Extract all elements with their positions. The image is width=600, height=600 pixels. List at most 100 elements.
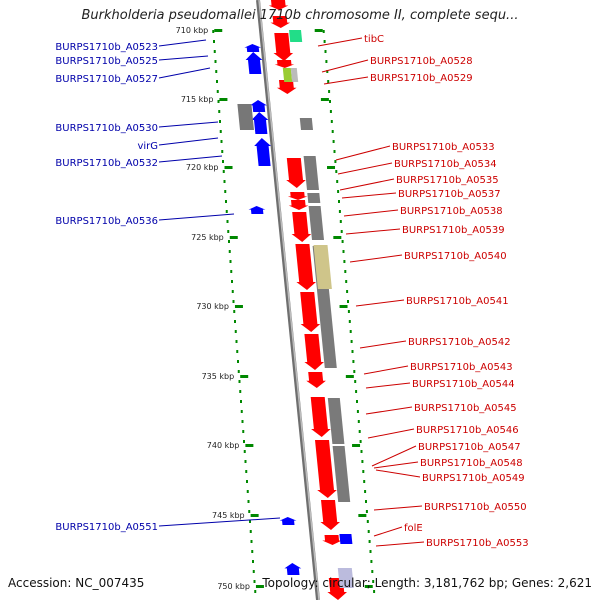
gene-label-right[interactable]: BURPS1710b_A0537 (398, 189, 501, 200)
scale-dot (254, 590, 257, 593)
label-leader-line (158, 155, 223, 163)
gene-label-right[interactable]: BURPS1710b_A0538 (400, 206, 503, 217)
scale-dot (231, 280, 233, 283)
gene-label-right[interactable]: BURPS1710b_A0533 (392, 142, 495, 153)
gene-label-left[interactable]: BURPS1710b_A0525 (55, 56, 158, 67)
scale-dot (218, 110, 221, 113)
scale-dot (226, 220, 229, 223)
gene-label-left[interactable]: BURPS1710b_A0527 (55, 74, 158, 85)
scale-dot (231, 290, 234, 293)
scale-dot (233, 310, 236, 313)
scale-dot (350, 340, 353, 343)
gene-label-right[interactable]: BURPS1710b_A0539 (402, 225, 505, 236)
scale-dot (363, 480, 366, 483)
gene-label-right[interactable]: BURPS1710b_A0546 (416, 425, 519, 436)
scale-dot (242, 430, 245, 433)
label-leader-line (343, 209, 399, 217)
forward-gene-arrow (320, 500, 340, 530)
forward-gene-arrow (300, 292, 321, 332)
scale-dot (353, 370, 356, 373)
scale-dot (214, 60, 217, 63)
gene-label-right[interactable]: BURPS1710b_A0553 (426, 538, 529, 549)
gene-label-right[interactable]: BURPS1710b_A0547 (418, 442, 521, 453)
scale-dot (366, 520, 369, 523)
scale-tick-label: 750 kbp (217, 582, 250, 591)
scale-dot (338, 200, 340, 203)
gene-label-right[interactable]: tibC (364, 34, 384, 45)
forward-gene-arrow (286, 158, 306, 188)
scale-dot (339, 220, 342, 223)
label-leader-line (323, 76, 369, 85)
forward-gene-arrow (295, 244, 316, 290)
gene-label-left[interactable]: BURPS1710b_A0551 (55, 522, 158, 533)
scale-dot (347, 310, 350, 313)
scale-dot (347, 300, 349, 303)
scale-dot (247, 500, 250, 503)
scale-dot (248, 510, 251, 513)
scale-dot (333, 150, 336, 153)
forward-gene-arrow (268, 0, 289, 10)
light-gene-block (337, 568, 354, 588)
grey-gene-block (290, 68, 299, 82)
scale-dot (234, 320, 236, 323)
gene-label-right[interactable]: BURPS1710b_A0542 (408, 337, 511, 348)
scale-dot (336, 180, 339, 183)
scale-dot (221, 150, 224, 153)
scale-dot (225, 200, 227, 203)
gene-label-right[interactable]: BURPS1710b_A0544 (412, 379, 515, 390)
label-leader-line (335, 145, 391, 161)
scale-dot (234, 330, 237, 333)
label-leader-line (321, 59, 369, 73)
scale-tick-label: 740 kbp (207, 441, 240, 450)
scale-dot (323, 40, 326, 43)
tan-gene-block (313, 245, 332, 289)
scale-dot (213, 50, 216, 53)
reverse-gene-block (339, 534, 353, 544)
scale-dot (252, 570, 255, 573)
accession-text: Accession: NC_007435 (8, 576, 145, 590)
gene-label-left[interactable]: BURPS1710b_A0530 (55, 123, 158, 134)
gene-label-right[interactable]: BURPS1710b_A0534 (394, 159, 497, 170)
scale-dot (360, 450, 363, 453)
pseudo-gene-block (299, 118, 313, 130)
gene-label-right[interactable]: BURPS1710b_A0548 (420, 458, 523, 469)
forward-gene-arrow (310, 397, 331, 437)
scale-dot (356, 400, 358, 403)
gene-label-right[interactable]: BURPS1710b_A0540 (404, 251, 507, 262)
scale-tick-label: 735 kbp (202, 372, 235, 381)
reverse-gene-arrow (244, 44, 262, 52)
scale-dot (352, 360, 355, 363)
gene-label-right[interactable]: BURPS1710b_A0541 (406, 296, 509, 307)
forward-gene-arrow (274, 60, 295, 68)
scale-dot (246, 480, 248, 483)
gene-label-right[interactable]: folE (404, 523, 423, 534)
scale-dot (235, 340, 238, 343)
gene-label-right[interactable]: BURPS1710b_A0545 (414, 403, 517, 414)
gene-label-left[interactable]: virG (137, 141, 158, 152)
gene-label-right[interactable]: BURPS1710b_A0528 (370, 56, 473, 67)
scale-dot (219, 130, 222, 133)
label-leader-line (158, 121, 219, 128)
gene-label-right[interactable]: BURPS1710b_A0543 (410, 362, 513, 373)
label-leader-line (373, 505, 423, 511)
label-leader-line (341, 192, 397, 199)
gene-label-left[interactable]: BURPS1710b_A0532 (55, 158, 158, 169)
label-leader-line (158, 517, 281, 527)
scale-dot (238, 380, 241, 383)
gene-label-right[interactable]: BURPS1710b_A0550 (424, 502, 527, 513)
scale-tick-label: 715 kbp (181, 95, 214, 104)
scale-dot (249, 520, 251, 523)
scale-tick (234, 305, 243, 308)
scale-tick-label: 720 kbp (186, 163, 219, 172)
gene-label-right[interactable]: BURPS1710b_A0535 (396, 175, 499, 186)
gene-label-right[interactable]: BURPS1710b_A0549 (422, 473, 525, 484)
scale-dot (243, 440, 245, 443)
forward-gene-arrow (304, 334, 324, 370)
scale-tick (224, 166, 233, 169)
gene-label-left[interactable]: BURPS1710b_A0536 (55, 216, 158, 227)
scale-dot (232, 300, 235, 303)
gene-label-right[interactable]: BURPS1710b_A0529 (370, 73, 473, 84)
gene-label-left[interactable]: BURPS1710b_A0523 (55, 42, 158, 53)
scale-dot (322, 30, 325, 33)
